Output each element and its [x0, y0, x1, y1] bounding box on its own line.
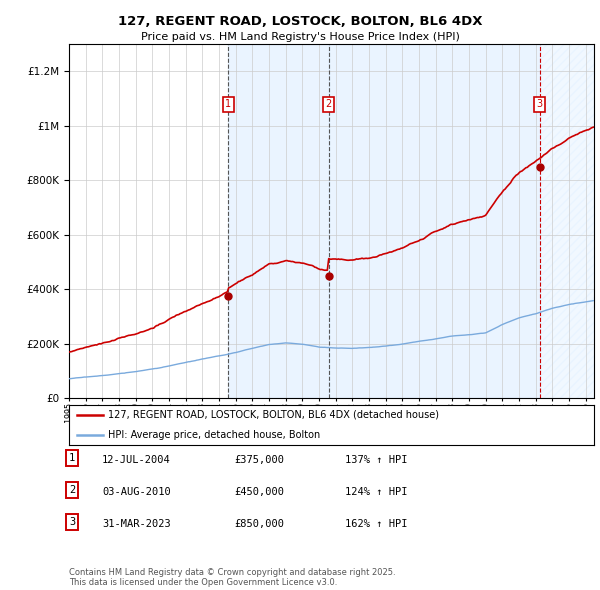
Text: 31-MAR-2023: 31-MAR-2023: [102, 519, 171, 529]
Bar: [540, 44, 594, 398]
Text: £450,000: £450,000: [234, 487, 284, 497]
Text: Price paid vs. HM Land Registry's House Price Index (HPI): Price paid vs. HM Land Registry's House …: [140, 32, 460, 42]
Text: 137% ↑ HPI: 137% ↑ HPI: [345, 455, 407, 465]
Text: 2: 2: [326, 99, 332, 109]
Text: 12-JUL-2004: 12-JUL-2004: [102, 455, 171, 465]
Text: £850,000: £850,000: [234, 519, 284, 529]
Text: 3: 3: [537, 99, 543, 109]
Text: 2: 2: [69, 485, 75, 495]
Text: HPI: Average price, detached house, Bolton: HPI: Average price, detached house, Bolt…: [109, 431, 320, 440]
Text: 127, REGENT ROAD, LOSTOCK, BOLTON, BL6 4DX: 127, REGENT ROAD, LOSTOCK, BOLTON, BL6 4…: [118, 15, 482, 28]
Text: 162% ↑ HPI: 162% ↑ HPI: [345, 519, 407, 529]
Text: £375,000: £375,000: [234, 455, 284, 465]
Text: Contains HM Land Registry data © Crown copyright and database right 2025.
This d: Contains HM Land Registry data © Crown c…: [69, 568, 395, 587]
Text: 1: 1: [69, 453, 75, 463]
Text: 3: 3: [69, 517, 75, 527]
Bar: [329, 44, 540, 398]
Text: 1: 1: [225, 99, 231, 109]
Text: 124% ↑ HPI: 124% ↑ HPI: [345, 487, 407, 497]
Text: 03-AUG-2010: 03-AUG-2010: [102, 487, 171, 497]
Text: 127, REGENT ROAD, LOSTOCK, BOLTON, BL6 4DX (detached house): 127, REGENT ROAD, LOSTOCK, BOLTON, BL6 4…: [109, 409, 439, 419]
Bar: [228, 44, 329, 398]
